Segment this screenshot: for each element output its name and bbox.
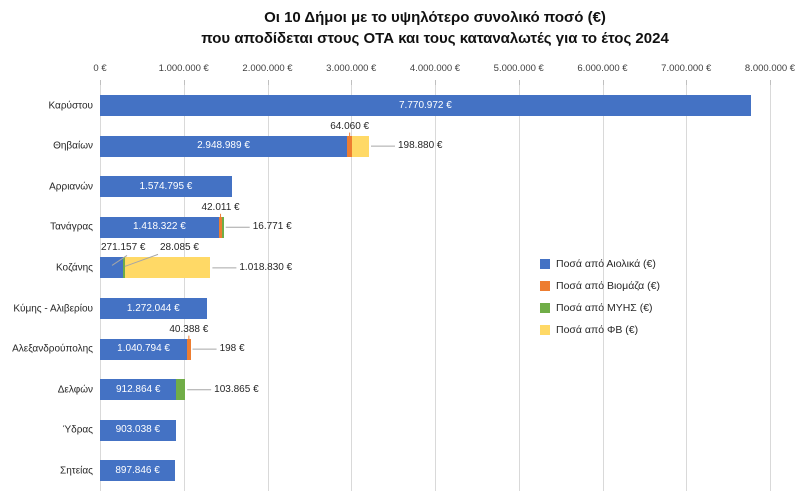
- bar-segment-aiolika: [100, 460, 176, 482]
- category-label: Αλεξανδρούπολης: [12, 343, 93, 355]
- category-label: Καρύστου: [48, 100, 94, 111]
- x-axis-tick-label: 8.000.000 €: [744, 63, 796, 74]
- x-gridline: [770, 85, 771, 491]
- chart-title: Οι 10 Δήμοι με το υψηλότερο συνολικό ποσ…: [100, 7, 770, 49]
- bar-segment-viomaza: [218, 216, 223, 238]
- data-label: 28.085 €: [160, 242, 199, 254]
- x-gridline: [602, 85, 604, 491]
- bar-segment-myhs: [222, 216, 224, 238]
- data-label: 271.157 €: [101, 242, 146, 254]
- legend-item-viomaza: Ποσά από Βιομάζα (€): [540, 275, 660, 297]
- x-tickmark: [686, 80, 688, 85]
- x-axis-tick-label: 0 €: [93, 63, 107, 74]
- legend-label: Ποσά από ΜΥΗΣ (€): [556, 302, 653, 314]
- x-tickmark: [183, 80, 185, 85]
- category-label: Θηβαίων: [53, 140, 93, 152]
- category-label: Τανάγρας: [50, 221, 93, 233]
- x-gridline: [100, 85, 101, 491]
- chart-title-line1: Οι 10 Δήμοι με το υψηλότερο συνολικό ποσ…: [264, 9, 606, 26]
- bar-segment-aiolika: [100, 135, 347, 157]
- bar-segment-aiolika: [100, 338, 188, 360]
- x-tickmark: [267, 80, 269, 85]
- x-tickmark: [435, 80, 436, 85]
- data-label: 64.060 €: [330, 120, 370, 132]
- legend-label: Ποσά από Αιολικά (€): [556, 258, 656, 270]
- bar-segment-aiolika: [100, 95, 751, 116]
- data-label: 103.865 €: [214, 383, 259, 395]
- bar-segment-aiolika: [100, 379, 177, 401]
- legend: Ποσά από Αιολικά (€) Ποσά από Βιομάζα (€)…: [540, 253, 660, 341]
- category-label: Ύδρας: [62, 424, 93, 436]
- data-label: 2.948.989 €: [197, 140, 250, 152]
- x-gridline: [183, 85, 185, 491]
- bar-segment-aiolika: [100, 176, 232, 198]
- bar-segment-fv: [125, 257, 211, 279]
- legend-label: Ποσά από ΦΒ (€): [556, 324, 639, 336]
- x-axis-tick-label: 7.000.000 €: [661, 63, 712, 74]
- data-label: 1.040.794 €: [117, 343, 170, 355]
- x-axis-tick-label: 5.000.000 €: [493, 63, 544, 74]
- legend-swatch-myhs: [540, 303, 550, 313]
- category-label: Δελφών: [57, 384, 93, 396]
- x-axis-tick-label: 4.000.000 €: [409, 63, 461, 74]
- data-label: 1.018.830 €: [239, 261, 293, 273]
- x-axis-tick-label: 1.000.000 €: [158, 63, 209, 74]
- x-axis-tick-label: 2.000.000 €: [242, 63, 293, 74]
- data-label: 1.574.795 €: [139, 180, 193, 192]
- legend-item-fv: Ποσά από ΦΒ (€): [540, 319, 660, 341]
- x-gridline: [686, 85, 688, 491]
- x-tickmark: [518, 80, 520, 85]
- data-label: 1.418.322 €: [132, 221, 186, 233]
- data-label: 1.272.044 €: [126, 302, 180, 314]
- bar-segment-aiolika: [100, 216, 219, 238]
- x-gridline: [435, 85, 436, 491]
- data-label: 16.771 €: [252, 221, 292, 233]
- x-gridline: [518, 85, 520, 491]
- bar-segment-viomaza: [346, 135, 353, 157]
- bar-segment-aiolika: [100, 298, 207, 319]
- bar-segment-fv: [352, 135, 369, 157]
- x-gridline: [267, 85, 269, 491]
- x-tickmark: [770, 80, 771, 85]
- x-tickmark: [602, 80, 604, 85]
- data-label: 897.846 €: [115, 464, 160, 476]
- data-label: 198.880 €: [397, 140, 443, 152]
- data-label: 198 €: [219, 343, 245, 355]
- legend-swatch-viomaza: [540, 281, 550, 291]
- category-label: Κοζάνης: [55, 262, 93, 274]
- legend-swatch-fv: [540, 325, 550, 335]
- x-tickmark: [100, 80, 101, 85]
- data-label: 40.388 €: [169, 323, 209, 335]
- data-label: 42.011 €: [201, 201, 240, 213]
- bar-segment-myhs: [122, 257, 126, 279]
- x-axis-tick-label: 6.000.000 €: [577, 63, 628, 74]
- bar-segment-aiolika: [100, 419, 176, 441]
- legend-item-myhs: Ποσά από ΜΥΗΣ (€): [540, 297, 660, 319]
- legend-item-aiolika: Ποσά από Αιολικά (€): [540, 253, 660, 275]
- legend-swatch-aiolika: [540, 259, 550, 269]
- category-label: Σητείας: [60, 465, 93, 477]
- category-label: Αρριανών: [49, 181, 93, 193]
- data-label: 7.770.972 €: [398, 99, 452, 111]
- x-tickmark: [351, 80, 353, 85]
- x-gridline: [351, 85, 353, 491]
- data-label: 912.864 €: [115, 383, 161, 395]
- legend-label: Ποσά από Βιομάζα (€): [556, 280, 661, 292]
- bar-segment-aiolika: [100, 257, 123, 279]
- data-label: 903.038 €: [115, 424, 161, 436]
- category-label: Κύμης - Αλιβερίου: [13, 303, 93, 314]
- bar-segment-myhs: [176, 379, 186, 401]
- chart-title-line2: που αποδίδεται στους ΟΤΑ και τους κατανα…: [201, 30, 669, 47]
- x-axis-tick-label: 3.000.000 €: [326, 63, 377, 74]
- bar-segment-viomaza: [187, 338, 191, 360]
